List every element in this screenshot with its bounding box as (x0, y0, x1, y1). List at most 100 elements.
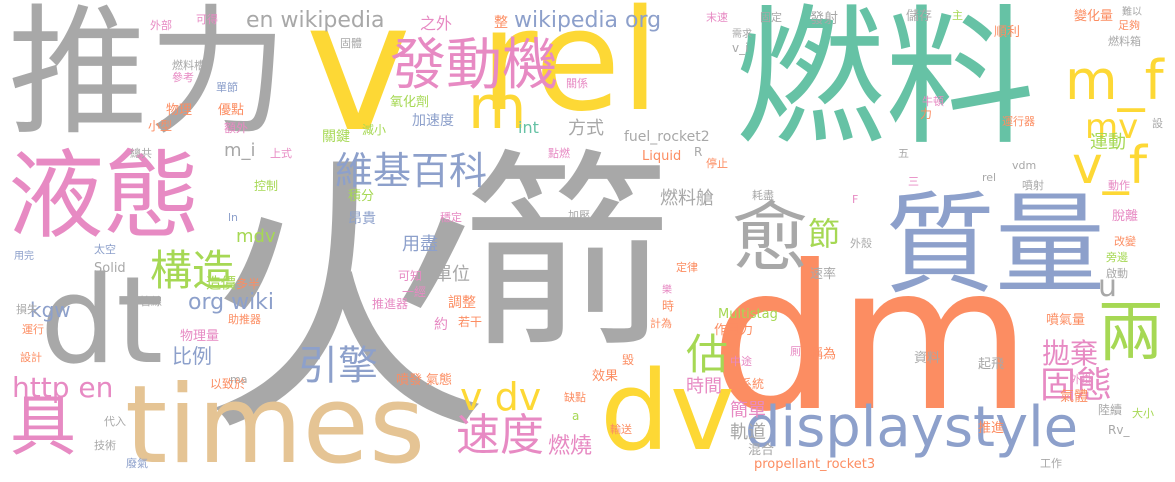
word-zhu: 主 (952, 9, 963, 22)
word-guanjian: 關鍵 (322, 129, 350, 145)
word-ju: 具 (10, 388, 76, 465)
word-jiansu: 減小 (362, 123, 387, 137)
word-chucun: 儲存 (906, 9, 933, 24)
word-luxu: 陸續 (1098, 403, 1123, 417)
word-ranshao: 燃燒 (548, 434, 593, 459)
word-dianran: 點燃 (548, 147, 570, 160)
word-dongzuo: 動作 (1108, 179, 1130, 192)
word-waigua: 外掛 (1070, 373, 1092, 386)
word-u: u (1098, 269, 1118, 304)
word-sunshi: 損失 (16, 303, 38, 316)
word-youdian: 優點 (218, 103, 245, 118)
word-yinqing: 引擎 (298, 343, 378, 389)
word-multistag: Multistag (718, 307, 778, 322)
word-vdm: vdm (1012, 159, 1037, 172)
word-dinglv: 定律 (676, 261, 698, 274)
word-xuqiu: 需求 (732, 29, 752, 40)
word-cankao: 參考 (172, 71, 194, 84)
word-jiaya: 加壓 (568, 209, 590, 222)
word-san: 三 (908, 175, 919, 188)
word-daxiao: 大小 (1132, 407, 1154, 420)
word-mdv: mdv (236, 226, 276, 247)
word-dairu: 代入 (104, 415, 126, 428)
word-kede: 可得 (196, 13, 218, 26)
word-fadongji: 發動機 (390, 33, 558, 98)
word-times: times (125, 363, 426, 482)
word-li: 力 (920, 107, 933, 121)
word-she: 設 (1152, 117, 1163, 130)
word-propellant: propellant_rocket3 (754, 457, 876, 472)
word-qiyangji: 氧化劑 (390, 95, 430, 110)
word-gongzuo: 工作 (1040, 457, 1062, 470)
word-ranliaocao: 燃料槽 (172, 59, 205, 72)
word-v: v (305, 0, 412, 172)
word-duoban: 多半 (236, 277, 261, 291)
word-jiasudu: 加速度 (412, 113, 454, 129)
word-pangtou: 旁邊 (1106, 251, 1128, 264)
word-tingzhi: 停止 (706, 157, 728, 170)
word-bili: 比例 (172, 344, 212, 368)
word-yue: 約 (434, 317, 448, 333)
word-sulu: 速率 (810, 267, 837, 282)
word-paoqi: 拋棄 (1042, 337, 1099, 370)
word-wuli: 物理 (166, 103, 193, 118)
word-guding: 固定 (760, 11, 782, 24)
word-solid: Solid (94, 261, 126, 276)
word-sheji: 設計 (20, 351, 42, 364)
word-weiji: 維基百科 (335, 149, 488, 193)
word-F: F (852, 193, 859, 206)
word-dm: dm (710, 223, 1032, 456)
word-ranliaoxiang: 燃料箱 (1108, 35, 1141, 48)
word-penfa: 噴發 (396, 373, 423, 388)
word-gouzao: 構造 (150, 246, 235, 295)
word-zhongtu: 中途 (730, 355, 752, 368)
word-shi: 時 (662, 299, 675, 313)
word-jie: 節 (808, 215, 841, 253)
word-niudun: 牛頓 (922, 95, 944, 108)
word-rv: Rv_ (1108, 423, 1130, 437)
word-qidong: 啟動 (1106, 267, 1128, 280)
word-mv: mv (1085, 107, 1139, 147)
word-guanxian: 管線 (140, 295, 162, 308)
word-zaojia: 造價 (206, 274, 237, 292)
word-queidan: 缺點 (564, 391, 586, 404)
word-qitai: 氣態 (426, 373, 453, 388)
word-wikiorg: wikipedia org (514, 8, 662, 33)
word-angui: 昂貴 (348, 211, 376, 227)
word-zhutuiqi: 助推器 (228, 313, 261, 326)
word-v_f: v_f (1072, 136, 1148, 196)
word-yongwan: 用完 (14, 251, 34, 262)
word-int: int (518, 118, 539, 137)
word-jun: 樂 (662, 285, 672, 296)
word-xiaoguo: 效果 (592, 369, 619, 384)
word-shunli: 順利 (994, 25, 1021, 40)
word-ma: ma (230, 373, 248, 386)
word-yijing: 一經 (402, 285, 427, 299)
word-huo: 火 (200, 134, 490, 471)
word-penqiliang: 噴氣量 (1046, 313, 1086, 328)
word-tuijin: 推進 (978, 421, 1005, 436)
word-kongzhi: 控制 (254, 179, 279, 193)
word-shangshi: 上式 (270, 147, 292, 160)
word-ce: 厠 (790, 345, 801, 358)
word-displaystyle: displaystyle (745, 395, 1079, 460)
word-tuoli: 脫離 (1112, 209, 1139, 224)
word-yizhiyu: 以致於 (210, 377, 247, 391)
word-danwei: 單位 (434, 264, 470, 285)
word-jiwei: 計為 (650, 317, 672, 330)
word-ziliao: 資料 (914, 351, 941, 366)
word-rel: rel (480, 0, 660, 143)
word-m_f: m_f (1065, 49, 1164, 112)
word-tiaozheng: 調整 (448, 295, 476, 311)
word-shusong: 輸送 (610, 423, 632, 436)
word-yu: 愈 (732, 193, 808, 282)
word-yundong: 運動 (1090, 132, 1126, 153)
word-kgw: kgw (30, 298, 71, 322)
word-fangshi: 方式 (568, 118, 604, 139)
word-a: a (572, 409, 580, 423)
word-jifen: 積分 (348, 189, 375, 204)
word-guqi: 固體 (340, 37, 362, 50)
word-xiaoxing: 小型 (148, 119, 173, 133)
word-liquid: Liquid (642, 149, 682, 164)
